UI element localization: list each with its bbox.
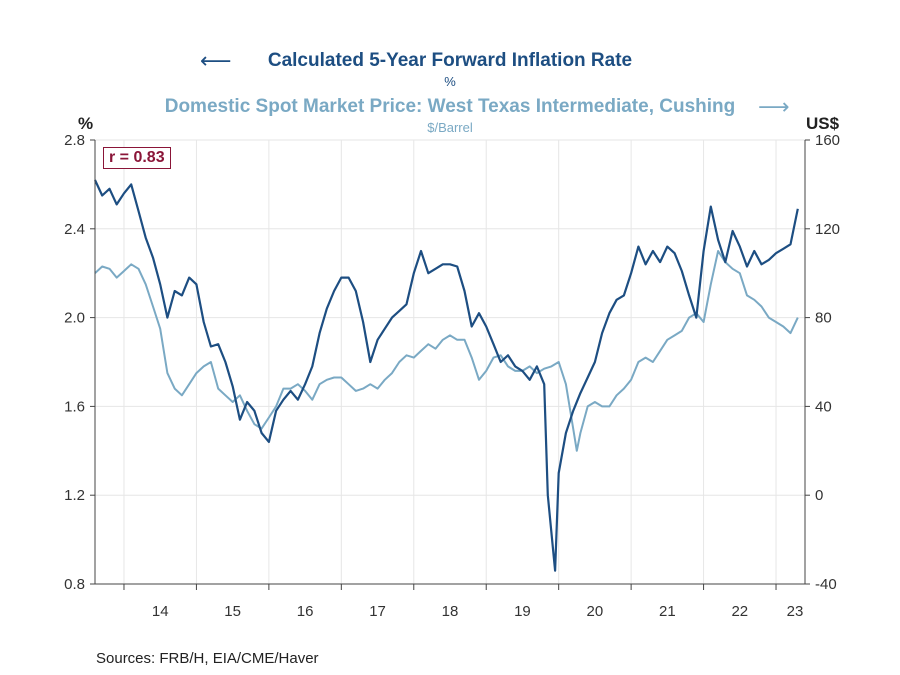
right-axis-label: US$ — [806, 114, 840, 133]
left-tick-label: 0.8 — [64, 576, 85, 593]
left-tick-label: 1.2 — [64, 487, 85, 504]
series1-unit: % — [444, 74, 456, 89]
left-axis-label: % — [78, 114, 94, 133]
left-tick-label: 2.8 — [64, 132, 85, 149]
x-tick-label: 17 — [369, 603, 386, 620]
x-tick-label: 21 — [659, 603, 676, 620]
x-tick-label: 22 — [731, 603, 748, 620]
series1-title: Calculated 5-Year Forward Inflation Rate — [267, 50, 633, 71]
series2-title: Domestic Spot Market Price: West Texas I… — [164, 96, 736, 117]
right-tick-label: 160 — [815, 132, 840, 149]
right-tick-label: 40 — [815, 398, 832, 415]
gridlines — [95, 139, 805, 585]
right-tick-label: -40 — [815, 576, 837, 593]
right-tick-label: 80 — [815, 310, 832, 327]
x-tick-label: 18 — [442, 603, 459, 620]
series-wti-oil-price — [94, 250, 799, 452]
x-tick-label: 16 — [297, 603, 314, 620]
left-tick-label: 1.6 — [64, 398, 85, 415]
right-arrow-icon: ⟶ — [758, 94, 790, 119]
sources-note: Sources: FRB/H, EIA/CME/Haver — [96, 650, 319, 667]
right-tick-label: 120 — [815, 221, 840, 238]
x-tick-label: 19 — [514, 603, 531, 620]
x-tick-label: 14 — [152, 603, 169, 620]
series2-unit: $/Barrel — [427, 120, 473, 135]
right-tick-label: 0 — [815, 487, 823, 504]
x-tick-label: 23 — [787, 603, 804, 620]
correlation-annotation: r = 0.83 — [103, 147, 171, 169]
x-tick-label: 20 — [587, 603, 604, 620]
left-tick-label: 2.0 — [64, 310, 85, 327]
left-tick-label: 2.4 — [64, 221, 85, 238]
forward-inflation-line — [94, 179, 799, 572]
wti-price-line — [94, 250, 799, 452]
x-tick-label: 15 — [224, 603, 241, 620]
series-5y-forward-inflation — [94, 179, 799, 572]
left-arrow-icon: ⟵ — [200, 48, 232, 73]
axes: 0.8 1.2 1.6 2.0 2.4 2.8 -40 0 40 80 120 160 14 15 16 17… — [64, 132, 840, 620]
